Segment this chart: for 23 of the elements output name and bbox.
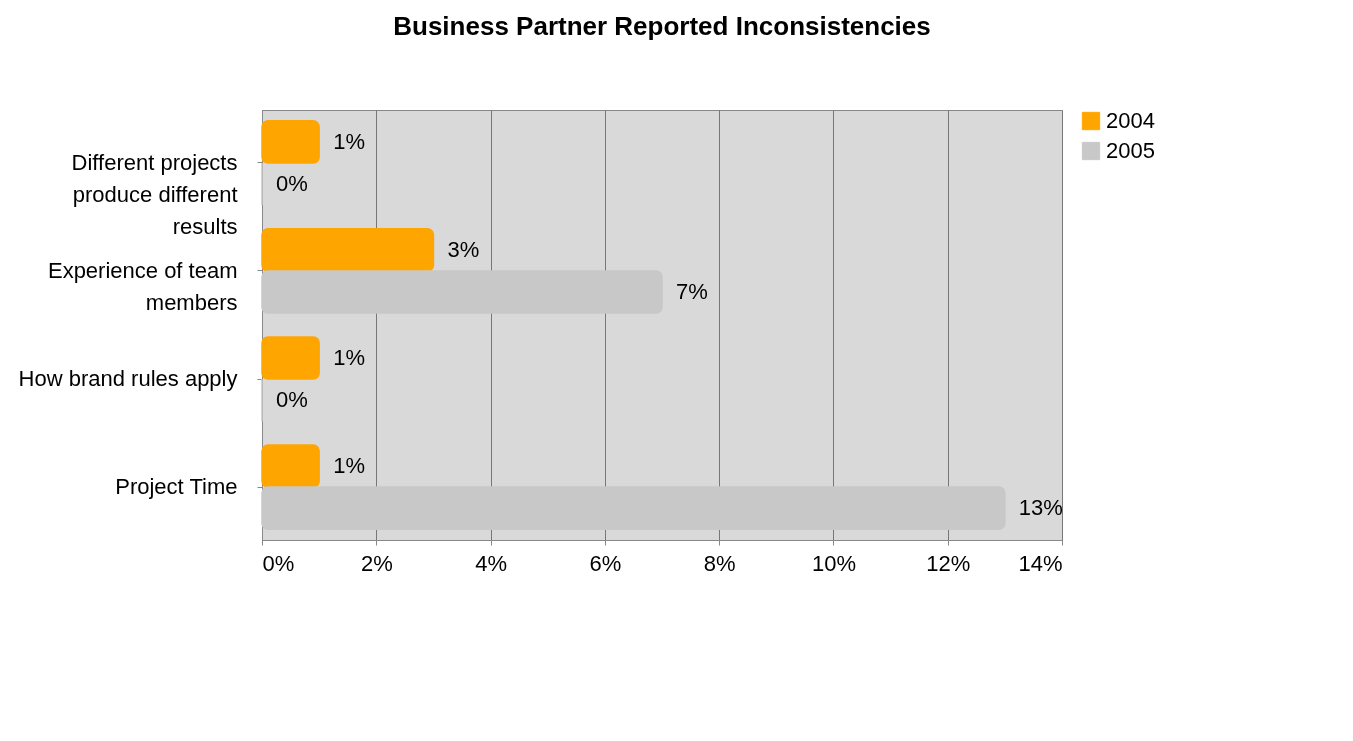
legend-label: 2004	[1106, 108, 1155, 133]
data-label: 7%	[676, 279, 708, 305]
legend-label: 2005	[1106, 138, 1155, 163]
y-tick-label: Experience of team members	[47, 257, 238, 315]
x-tick-label: 10%	[811, 550, 856, 576]
x-tick-label: 14%	[1018, 550, 1063, 576]
chart-title: Business Partner Reported Inconsistencies	[393, 11, 931, 41]
data-label: 3%	[447, 236, 480, 262]
x-tick-label: 8%	[703, 550, 736, 576]
x-tick-label: 4%	[475, 550, 507, 576]
x-tick-label: 2%	[360, 550, 393, 576]
data-label: 1%	[333, 344, 365, 370]
x-tick-label: 12%	[926, 550, 971, 576]
data-label: 1%	[333, 452, 365, 478]
y-tick-label: Different projects produce different results	[71, 149, 238, 239]
data-label: 1%	[333, 128, 365, 154]
data-label: 0%	[276, 387, 308, 413]
x-tick-label: 6%	[589, 550, 622, 576]
y-tick-label: How brand rules apply	[18, 366, 238, 392]
x-tick-label: 0%	[262, 550, 295, 576]
data-label: 13%	[1018, 495, 1063, 521]
y-tick-label: Project Time	[115, 474, 238, 500]
data-label: 0%	[276, 171, 308, 197]
